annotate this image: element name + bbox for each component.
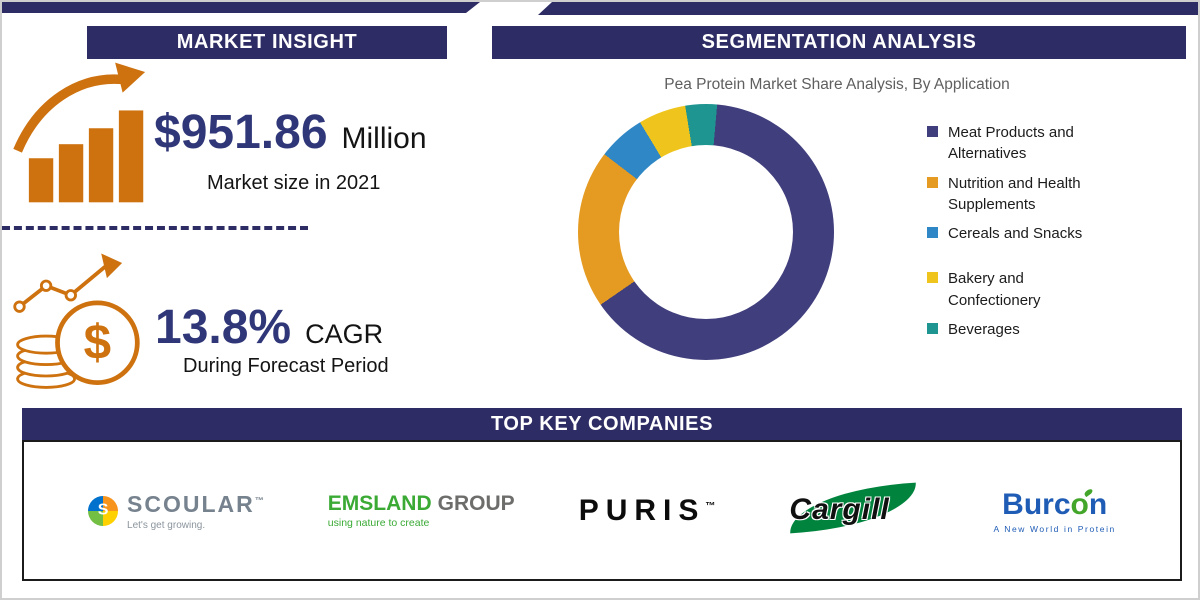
- legend-item: Beverages: [927, 319, 1112, 340]
- coins-dollar-growth-icon: $: [13, 253, 140, 389]
- market-size-value: $951.86: [154, 106, 328, 159]
- legend-item: Bakery and Confectionery: [927, 268, 1112, 311]
- market-size-unit: Million: [341, 122, 427, 155]
- emsland-wordmark: EMSLAND GROUP: [327, 492, 515, 515]
- segmentation-header: SEGMENTATION ANALYSIS: [492, 26, 1186, 59]
- dollar-sign-glyph: $: [84, 315, 111, 370]
- scoular-pinwheel-icon: S: [88, 495, 119, 526]
- top-band-right-decoration: [538, 2, 1198, 15]
- cargill-logo: Cargill: [779, 480, 929, 542]
- bar-chart-growth-icon: [13, 62, 146, 203]
- puris-wordmark: PURIS: [578, 493, 706, 527]
- market-insight-header: MARKET INSIGHT: [87, 26, 447, 59]
- scoular-logo: S SCOULAR™ Let's get growing.: [88, 491, 264, 531]
- donut-hole: [619, 145, 793, 319]
- top-band-left-decoration: [2, 2, 480, 13]
- puris-logo: PURIS™: [578, 493, 716, 527]
- company-logos-box: S SCOULAR™ Let's get growing. EMSLAND GRO…: [22, 440, 1182, 581]
- burcon-pea-o-icon: o: [1070, 487, 1089, 521]
- dashed-divider: [2, 226, 308, 230]
- emsland-group-logo: EMSLAND GROUP using nature to create: [328, 492, 515, 529]
- legend-item: Nutrition and Health Supplements: [927, 173, 1112, 216]
- legend-label: Cereals and Snacks: [948, 225, 1083, 243]
- cargill-wordmark: Cargill: [789, 492, 890, 526]
- chart-legend: Meat Products and Alternatives Nutrition …: [927, 122, 1112, 348]
- legend-label: Nutrition and Health Supplements: [948, 174, 1081, 213]
- scoular-s-glyph: S: [97, 501, 109, 519]
- legend-label: Meat Products and Alternatives: [948, 124, 1074, 163]
- market-size-caption: Market size in 2021: [207, 172, 381, 194]
- cagr-line: 13.8% CAGR: [155, 300, 383, 355]
- scoular-tagline: Let's get growing.: [127, 519, 206, 531]
- legend-item: Cereals and Snacks: [927, 223, 1112, 244]
- chart-title: Pea Protein Market Share Analysis, By Ap…: [664, 76, 1010, 93]
- cagr-caption: During Forecast Period: [183, 355, 389, 377]
- cagr-value: 13.8%: [155, 301, 292, 354]
- legend-swatch: [927, 323, 938, 335]
- legend-label: Beverages: [948, 321, 1020, 339]
- cagr-label: CAGR: [305, 319, 384, 349]
- burcon-wordmark: Burcon: [1002, 487, 1108, 521]
- donut-chart: [578, 104, 834, 360]
- legend-swatch: [927, 227, 938, 239]
- emsland-tagline: using nature to create: [327, 517, 430, 529]
- legend-swatch: [927, 176, 938, 188]
- scoular-wordmark: SCOULAR™: [127, 490, 264, 517]
- legend-swatch: [927, 126, 938, 137]
- companies-header: TOP KEY COMPANIES: [22, 408, 1182, 440]
- legend-label: Bakery and Confectionery: [948, 270, 1041, 309]
- market-size-line: $951.86 Million: [154, 105, 427, 160]
- burcon-tagline: A New World in Protein: [993, 523, 1116, 534]
- legend-swatch: [927, 272, 938, 284]
- legend-item: Meat Products and Alternatives: [927, 122, 1112, 165]
- burcon-logo: Burcon A New World in Protein: [993, 488, 1115, 534]
